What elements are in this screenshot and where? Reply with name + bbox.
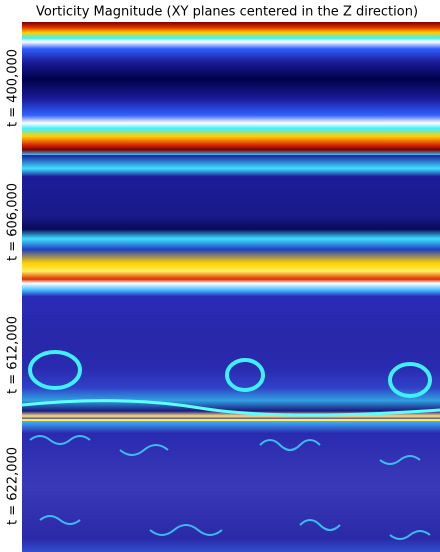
- panel-image: [22, 22, 440, 155]
- panel-label: t = 612,000: [6, 316, 21, 394]
- panel-image: [22, 155, 440, 290]
- panel-label: t = 622,000: [6, 447, 21, 525]
- figure: Vorticity Magnitude (XY planes centered …: [0, 0, 440, 552]
- panel-label: t = 400,000: [6, 49, 21, 127]
- figure-title: Vorticity Magnitude (XY planes centered …: [36, 5, 418, 20]
- panel-label: t = 606,000: [6, 183, 21, 261]
- panel-image: [22, 420, 440, 552]
